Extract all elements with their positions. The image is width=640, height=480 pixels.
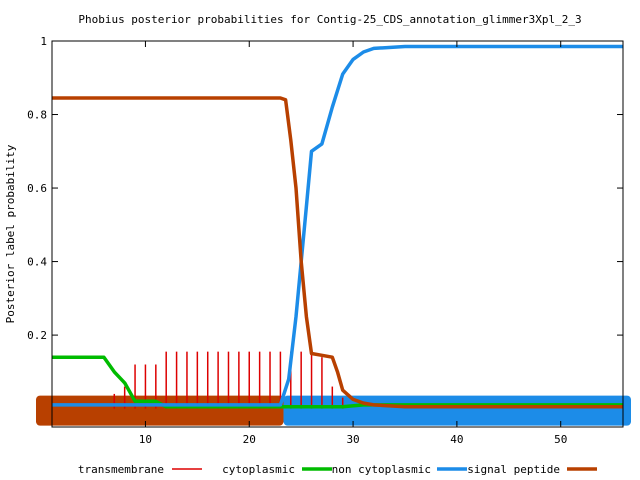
legend-label: non cytoplasmic bbox=[332, 463, 431, 476]
x-tick-label: 50 bbox=[554, 433, 567, 446]
series-group bbox=[52, 44, 623, 409]
legend-label: cytoplasmic bbox=[222, 463, 295, 476]
y-tick-label: 0.8 bbox=[27, 109, 47, 122]
x-tick-label: 40 bbox=[450, 433, 463, 446]
track-cytoplasmic bbox=[36, 395, 284, 426]
axis-ticks: 10 20 30 40 50 0.2 0.4 0.6 0.8 1 bbox=[27, 35, 623, 446]
y-tick-label: 0.2 bbox=[27, 329, 47, 342]
chart-title: Phobius posterior probabilities for Cont… bbox=[78, 13, 581, 26]
legend: transmembrane cytoplasmic non cytoplasmic s… bbox=[78, 463, 597, 476]
x-tick-label: 30 bbox=[346, 433, 359, 446]
legend-label: signal peptide bbox=[467, 463, 560, 476]
plot-frame bbox=[51, 40, 624, 428]
y-tick-label: 0.6 bbox=[27, 182, 47, 195]
x-tick-label: 10 bbox=[139, 433, 152, 446]
y-tick-label: 1 bbox=[40, 35, 47, 48]
series-line-non-cytoplasmic bbox=[52, 355, 623, 409]
y-tick-label: 0.4 bbox=[27, 256, 47, 269]
series-line-cytoplasmic bbox=[52, 96, 623, 409]
series-line-signal-peptide bbox=[52, 44, 623, 407]
x-tick-label: 20 bbox=[243, 433, 256, 446]
y-axis-label: Posterior label probability bbox=[4, 144, 17, 323]
legend-label: transmembrane bbox=[78, 463, 164, 476]
